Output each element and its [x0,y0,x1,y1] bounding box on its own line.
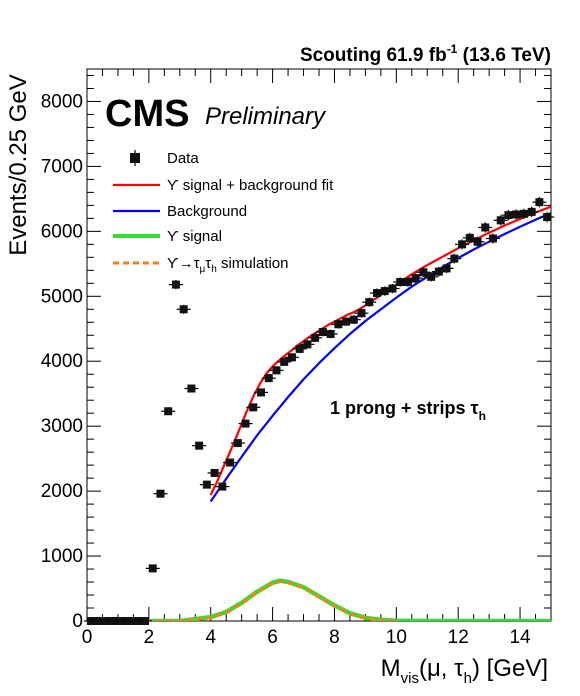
data-point [308,333,323,343]
y-axis-title: Events/0.25 GeV [5,74,32,255]
legend-label: ϒ→τμτh simulation [167,255,288,275]
legend-item: ϒ→τμτh simulation [113,255,288,275]
data-point [269,366,284,375]
xlabel-mid: (μ, τ [419,655,464,682]
data-point [284,353,299,362]
legend-item: Background [113,203,247,220]
y-tick-label: 7000 [41,156,83,177]
data-point [478,222,493,233]
y-tick-label: 1000 [41,546,83,567]
data-point [176,304,191,314]
data-point [362,297,377,307]
data-point [447,253,462,264]
data-point [323,329,338,339]
data-point [408,273,423,283]
data-point [192,441,207,450]
lumi-sup: -1 [447,42,458,56]
lumi-label: Scouting 61.9 fb-1 (13.6 TeV) [300,42,551,66]
data-point [138,617,152,625]
data-points [83,196,555,625]
plot-frame [86,68,552,622]
legend-item: Data [130,150,199,167]
data-point [145,564,160,573]
annotation-sub: h [479,409,486,423]
y-tick-label: 2000 [41,481,83,502]
data-point [346,315,361,325]
series-line [87,579,397,621]
data-point [416,267,431,278]
data-point [199,480,214,489]
x-tick-label: 12 [448,627,469,648]
y-tick-label: 0 [72,611,83,632]
data-point [168,279,183,290]
x-tick-label: 8 [329,627,340,648]
data-point [439,263,454,274]
data-point [455,239,470,250]
data-point [385,283,400,294]
legend-label: ϒ signal [167,228,222,245]
legend: Data ϒ signal + background fit Background ϒ… [113,150,334,275]
annotation: 1 prong + strips τh [330,398,486,423]
x-tick-label: 2 [144,627,155,648]
data-point [230,439,245,448]
xlabel-end: ) [GeV] [472,655,548,682]
data-point [292,344,307,354]
y-tick-label: 3000 [41,416,83,437]
y-tick-label: 8000 [41,91,83,112]
data-point [223,458,238,467]
annotation-text: 1 prong + strips τ [330,398,479,418]
data-point [277,357,292,366]
legend-label: Background [167,203,247,220]
tick-labels: 0 2 4 6 8 10 12 14 0 1000 2000 3000 4000 5000 6000 7000… [41,91,531,648]
x-tick-label: 10 [386,627,407,648]
data-point [540,211,555,223]
x-tick-label: 4 [205,627,216,648]
y-tick-label: 6000 [41,221,83,242]
data-point [261,374,276,383]
data-point [300,340,315,349]
x-tick-label: 14 [509,627,531,648]
data-point [254,388,268,397]
data-point [161,407,176,416]
preliminary-label: Preliminary [205,103,327,130]
xlabel-sub2: h [464,670,472,687]
lumi-right: (13.6 TeV) [457,45,551,66]
y-tick-label: 4000 [41,351,83,372]
cms-label: CMS [105,93,189,135]
x-tick-label: 6 [267,627,278,648]
data-point [246,403,261,412]
lumi-left: Scouting 61.9 fb [300,45,447,66]
data-point [184,384,199,393]
data-point [493,215,508,226]
data-point [524,206,539,218]
data-point [354,308,369,318]
data-point [153,489,168,498]
x-axis-title: Mvis(μ, τh) [GeV] [381,655,548,687]
data-point [238,419,253,428]
data-point [486,233,500,244]
legend-label: Data [167,150,199,167]
legend-item: ϒ signal + background fit [113,177,334,194]
axis-ticks [86,69,552,622]
series-line [209,205,551,496]
data-point [424,272,439,282]
y-tick-label: 5000 [41,286,83,307]
legend-item: ϒ signal [113,228,222,245]
x-tick-label: 0 [82,627,93,648]
data-point [532,196,547,208]
legend-label: ϒ signal + background fit [167,177,334,194]
data-point [215,482,230,491]
xlabel-sub: vis [401,670,419,687]
data-point [207,468,222,477]
xlabel-base: M [381,655,401,682]
data-point [470,236,485,247]
legend-marker [130,153,140,163]
